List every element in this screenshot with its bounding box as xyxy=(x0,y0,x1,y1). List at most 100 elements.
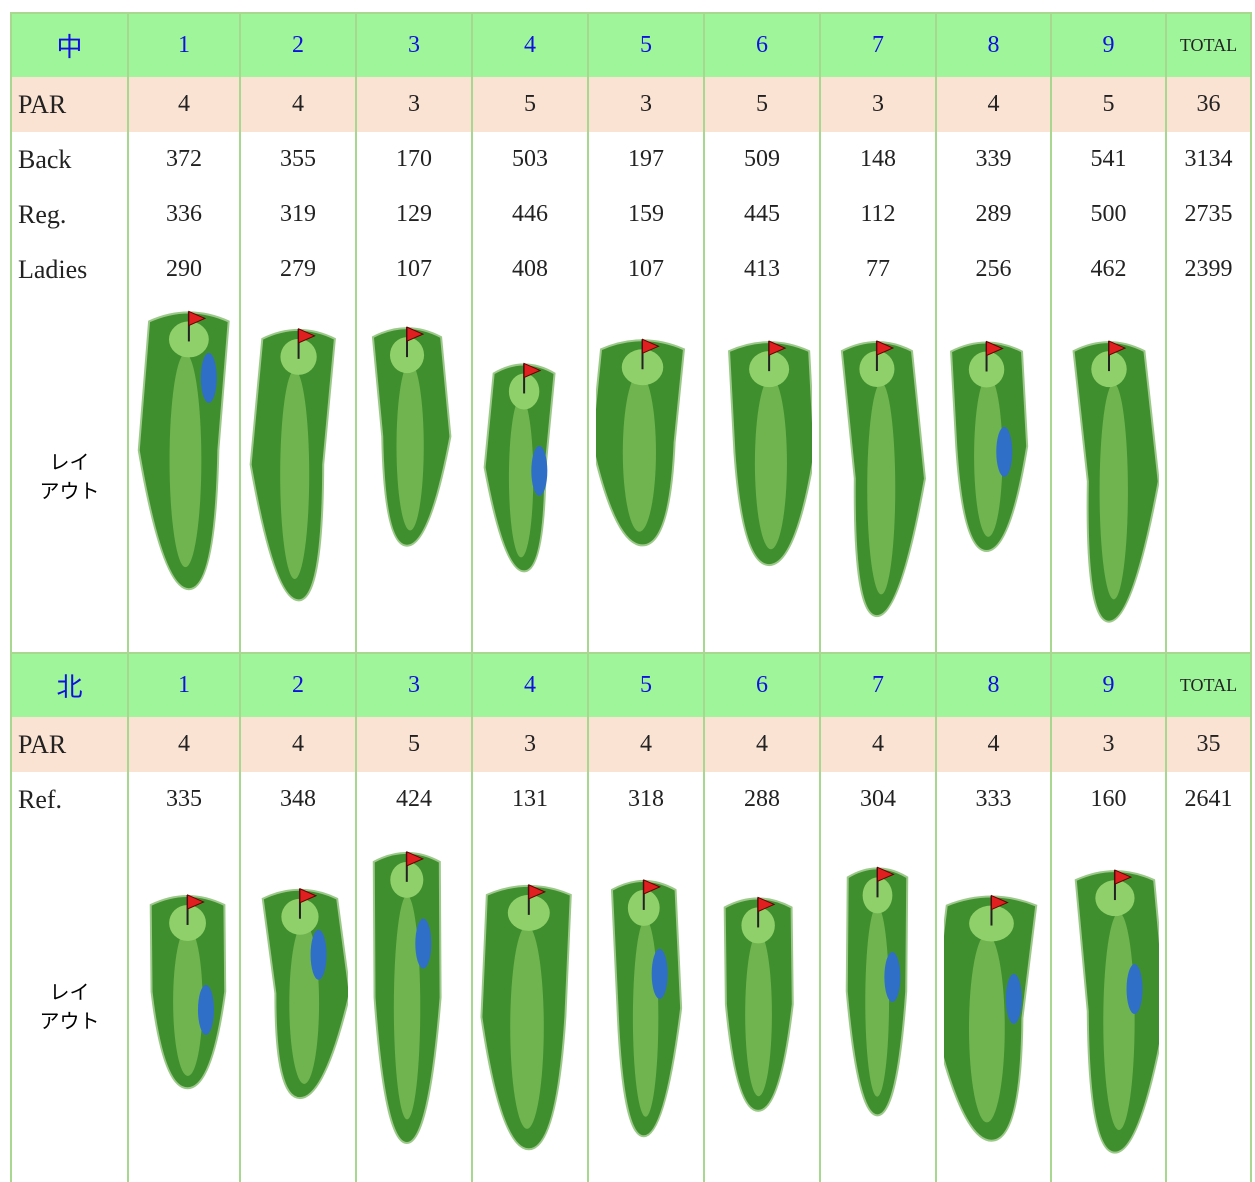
cell-value: 4 xyxy=(127,77,241,132)
cell-value: 5 xyxy=(1050,77,1167,132)
water xyxy=(200,352,217,403)
hole-map xyxy=(149,893,227,1089)
fairway xyxy=(169,353,202,568)
cell-value: 509 xyxy=(703,132,821,187)
hole-map xyxy=(137,310,230,591)
fairway xyxy=(1102,912,1135,1130)
hole-number[interactable]: 7 xyxy=(819,12,937,77)
cell-value: 148 xyxy=(819,132,937,187)
cell-value: 333 xyxy=(935,772,1052,827)
fairway xyxy=(508,397,534,558)
hole-number[interactable]: 9 xyxy=(1050,652,1167,717)
hole-number[interactable]: 2 xyxy=(239,652,357,717)
layout-cell xyxy=(239,297,357,653)
hole-number[interactable]: 5 xyxy=(587,12,705,77)
hole-number[interactable]: 8 xyxy=(935,652,1052,717)
layout-label: レイ アウト xyxy=(10,297,129,653)
hole-number[interactable]: 8 xyxy=(935,12,1052,77)
water xyxy=(310,929,327,980)
hole-number[interactable]: 4 xyxy=(471,652,589,717)
cell-total: 2735 xyxy=(1165,187,1252,242)
hole-number[interactable]: 4 xyxy=(471,12,589,77)
fairway xyxy=(754,376,787,550)
score-row: Ref. 335 348 424 131 318 288 304 333 160 2641 xyxy=(10,772,1252,827)
score-row: PAR 4 4 3 5 3 5 3 4 5 36 xyxy=(10,77,1252,132)
layout-label: レイ アウト xyxy=(10,827,129,1182)
flag xyxy=(187,893,205,910)
water xyxy=(531,445,548,496)
cell-value: 77 xyxy=(819,242,937,297)
flag xyxy=(1113,868,1132,885)
fairway xyxy=(1099,383,1128,600)
water xyxy=(415,918,432,969)
layout-cell xyxy=(355,297,473,653)
hole-map xyxy=(943,894,1037,1142)
layout-cell xyxy=(1165,827,1252,1182)
layout-row: レイ アウト xyxy=(10,297,1252,653)
cell-value: 336 xyxy=(127,187,241,242)
flag xyxy=(876,866,895,882)
hole-number[interactable]: 6 xyxy=(703,652,821,717)
hole-number[interactable]: 1 xyxy=(127,12,241,77)
score-row: Back 372 355 170 503 197 509 148 339 541 3134 xyxy=(10,132,1252,187)
layout-label-line: レイ xyxy=(49,979,90,1004)
layout-cell xyxy=(587,297,705,653)
hole-map xyxy=(845,866,909,1116)
layout-label-line: アウト xyxy=(39,1008,100,1033)
fairway xyxy=(173,926,203,1076)
cell-value: 4 xyxy=(935,77,1052,132)
hole-number[interactable]: 6 xyxy=(703,12,821,77)
layout-cell xyxy=(703,827,821,1182)
flag xyxy=(523,362,542,379)
hole-map xyxy=(610,878,683,1137)
cell-value: 290 xyxy=(127,242,241,297)
layout-cell xyxy=(935,297,1052,653)
fairway xyxy=(393,894,421,1119)
layout-cell xyxy=(819,827,937,1182)
water xyxy=(1126,963,1143,1014)
course-name: 中 xyxy=(10,12,129,77)
hole-number[interactable]: 2 xyxy=(239,12,357,77)
fairway xyxy=(867,382,896,595)
water xyxy=(197,984,214,1035)
layout-cell xyxy=(935,827,1052,1182)
fairway xyxy=(865,905,890,1097)
layout-cell xyxy=(127,297,241,653)
hole-map xyxy=(372,850,442,1144)
fairway xyxy=(280,370,310,579)
cell-total: 35 xyxy=(1165,717,1252,772)
flag xyxy=(757,896,776,912)
layout-cell xyxy=(1050,827,1167,1182)
flag xyxy=(876,340,895,356)
hole-number[interactable]: 1 xyxy=(127,652,241,717)
cell-value: 4 xyxy=(239,717,357,772)
fairway xyxy=(973,375,1002,537)
row-label: Back xyxy=(10,132,129,187)
score-row: Reg. 336 319 129 446 159 445 112 289 500 2735 xyxy=(10,187,1252,242)
cell-value: 131 xyxy=(471,772,589,827)
cell-value: 4 xyxy=(127,717,241,772)
layout-cell xyxy=(355,827,473,1182)
flag xyxy=(299,887,318,903)
flag xyxy=(406,850,425,867)
cell-value: 197 xyxy=(587,132,705,187)
hole-map xyxy=(949,340,1028,552)
hole-number[interactable]: 3 xyxy=(355,652,473,717)
cell-value: 170 xyxy=(355,132,473,187)
cell-value: 335 xyxy=(127,772,241,827)
cell-value: 3 xyxy=(819,77,937,132)
hole-number[interactable]: 5 xyxy=(587,652,705,717)
cell-value: 5 xyxy=(703,77,821,132)
hole-number[interactable]: 7 xyxy=(819,652,937,717)
row-label: Ref. xyxy=(10,772,129,827)
hole-map xyxy=(483,362,556,573)
course-name: 北 xyxy=(10,652,129,717)
hole-number[interactable]: 3 xyxy=(355,12,473,77)
hole-map xyxy=(1071,340,1159,623)
cell-total: 36 xyxy=(1165,77,1252,132)
cell-value: 445 xyxy=(703,187,821,242)
hole-number[interactable]: 9 xyxy=(1050,12,1167,77)
water xyxy=(651,948,668,999)
cell-value: 5 xyxy=(471,77,589,132)
flag xyxy=(643,878,662,895)
